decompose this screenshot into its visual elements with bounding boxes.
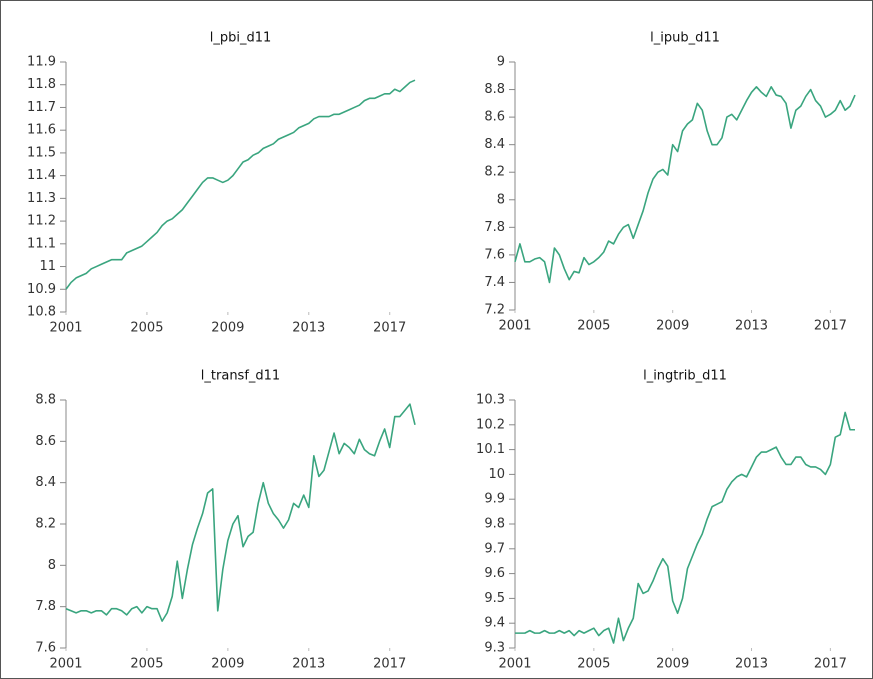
x-tick-label: 2009: [211, 657, 244, 672]
y-tick-label: 11.1: [27, 236, 56, 251]
y-tick-label: 11.6: [27, 123, 56, 138]
y-tick-label: 8: [48, 558, 56, 573]
y-tick-label: 11.3: [27, 191, 56, 206]
y-tick-label: 10.2: [476, 417, 505, 432]
chart-title: l_transf_d11: [201, 369, 280, 384]
x-tick-label: 2017: [814, 657, 847, 672]
x-tick-label: 2001: [49, 321, 82, 336]
y-tick-label: 11.2: [27, 214, 56, 229]
x-tick-label: 2009: [656, 319, 689, 334]
y-tick-label: 9.9: [484, 492, 505, 507]
x-tick-label: 2001: [498, 657, 531, 672]
y-tick-label: 8.2: [35, 517, 56, 532]
y-tick-label: 8.2: [484, 165, 505, 180]
y-tick-label: 8.6: [484, 110, 505, 125]
y-tick-label: 10.1: [476, 442, 505, 457]
y-tick-label: 8.8: [35, 393, 56, 408]
x-tick-label: 2001: [498, 319, 531, 334]
y-tick-label: 10.3: [476, 393, 505, 408]
data-line: [65, 79, 416, 290]
chart-title: l_pbi_d11: [210, 31, 272, 46]
data-line: [515, 411, 855, 644]
y-tick-label: 9.8: [484, 517, 505, 532]
y-tick-label: 11.4: [27, 168, 56, 183]
x-tick-label: 2013: [292, 321, 325, 336]
y-tick-label: 7.8: [484, 220, 505, 235]
y-tick-label: 7.6: [484, 247, 505, 262]
y-tick-label: 7.2: [484, 303, 505, 318]
x-tick-label: 2009: [656, 657, 689, 672]
x-tick-label: 2005: [130, 321, 163, 336]
y-tick-label: 8.4: [35, 475, 56, 490]
chart-title: l_ingtrib_d11: [643, 369, 727, 384]
y-tick-label: 11.5: [27, 145, 56, 160]
y-tick-label: 7.6: [35, 641, 56, 656]
y-tick-label: 7.4: [484, 275, 505, 290]
chart-title: l_ipub_d11: [650, 31, 720, 46]
y-tick-label: 9.4: [484, 616, 505, 631]
y-tick-label: 7.8: [35, 599, 56, 614]
y-tick-label: 8: [497, 192, 505, 207]
y-tick-label: 9: [497, 55, 505, 70]
y-tick-label: 9.7: [484, 541, 505, 556]
y-tick-label: 11.9: [27, 55, 56, 70]
x-tick-label: 2017: [814, 319, 847, 334]
x-tick-label: 2013: [292, 657, 325, 672]
y-tick-label: 11: [39, 259, 56, 274]
x-tick-label: 2017: [373, 321, 406, 336]
y-tick-label: 11.8: [27, 77, 56, 92]
y-tick-label: 10.8: [27, 305, 56, 320]
y-tick-label: 9.6: [484, 566, 505, 581]
x-tick-label: 2009: [211, 321, 244, 336]
data-line: [514, 86, 856, 284]
x-tick-label: 2005: [577, 657, 610, 672]
y-tick-label: 8.8: [484, 82, 505, 97]
y-tick-label: 8.6: [35, 434, 56, 449]
y-tick-label: 9.3: [484, 641, 505, 656]
y-tick-label: 11.7: [27, 100, 56, 115]
x-tick-label: 2005: [577, 319, 610, 334]
x-tick-label: 2005: [130, 657, 163, 672]
y-tick-label: 8.4: [484, 137, 505, 152]
y-tick-label: 10.9: [27, 282, 56, 297]
y-tick-label: 10: [488, 467, 505, 482]
y-tick-label: 9.5: [484, 591, 505, 606]
x-tick-label: 2001: [49, 657, 82, 672]
data-line: [65, 403, 416, 622]
x-tick-label: 2013: [735, 657, 768, 672]
x-tick-label: 2013: [735, 319, 768, 334]
x-tick-label: 2017: [373, 657, 406, 672]
